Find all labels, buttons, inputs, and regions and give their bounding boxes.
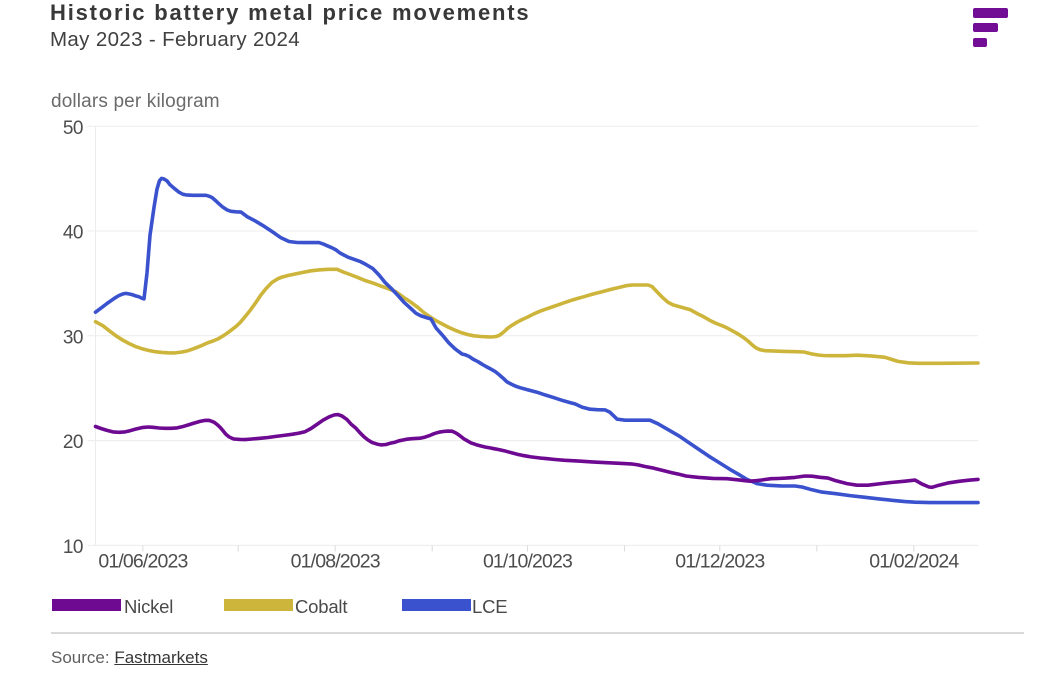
svg-text:01/06/2023: 01/06/2023 <box>98 551 187 573</box>
svg-text:40: 40 <box>63 223 83 244</box>
svg-text:50: 50 <box>63 118 83 139</box>
svg-text:10: 10 <box>63 537 83 558</box>
svg-text:01/12/2023: 01/12/2023 <box>675 551 764 573</box>
svg-text:30: 30 <box>63 327 83 348</box>
svg-text:20: 20 <box>63 432 83 453</box>
svg-text:01/08/2023: 01/08/2023 <box>291 551 380 573</box>
svg-text:01/10/2023: 01/10/2023 <box>483 551 572 573</box>
svg-text:01/02/2024: 01/02/2024 <box>869 551 959 573</box>
